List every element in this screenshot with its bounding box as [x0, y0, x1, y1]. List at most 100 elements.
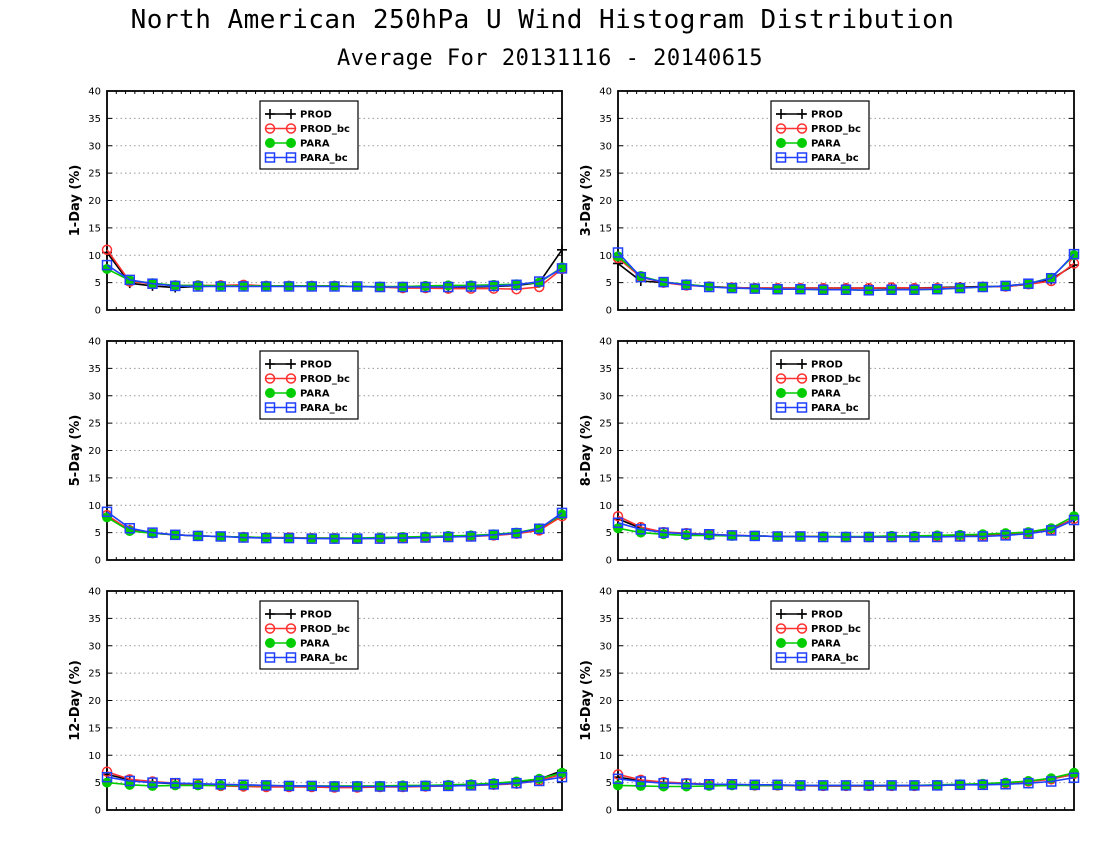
- data-point: [612, 773, 624, 785]
- plot-frame: [617, 590, 1075, 811]
- data-point: [612, 510, 624, 522]
- legend-marker: [264, 402, 276, 413]
- data-point: [863, 285, 875, 296]
- panel-5: 0 5 10 15 20 25 30 35 40 12-Day (%) PROD PROD_bc PAR…: [68, 587, 568, 817]
- y-tick-label: 20: [88, 696, 101, 707]
- y-tick-label: 20: [88, 446, 101, 457]
- series-line: [106, 776, 563, 788]
- y-tick-label: 10: [88, 751, 101, 762]
- data-point: [658, 777, 669, 789]
- data-point: [511, 527, 522, 539]
- y-tick-label: 0: [606, 806, 612, 817]
- y-tick-label: 15: [88, 223, 101, 234]
- plot-frame: [106, 590, 563, 811]
- data-point: [192, 281, 204, 292]
- legend-marker: [265, 109, 275, 119]
- data-point: [420, 532, 431, 543]
- panel-1: 0 5 10 15 20 25 30 35 40 1-Day (%) PROD PROD_bc PARA…: [68, 87, 568, 317]
- data-point: [817, 531, 829, 543]
- data-point: [102, 777, 112, 788]
- data-point: [1000, 530, 1011, 541]
- y-tick-label: 30: [599, 391, 612, 402]
- legend-label: PROD_bc: [811, 624, 861, 635]
- data-point: [840, 531, 852, 543]
- data-point: [238, 281, 249, 292]
- legend-marker: [797, 359, 807, 369]
- y-axis-label: 8-Day (%): [579, 415, 594, 487]
- data-point: [1045, 525, 1057, 536]
- legend-marker: [264, 623, 276, 634]
- legend-marker: [264, 152, 276, 163]
- data-point: [726, 779, 738, 790]
- legend-marker: [796, 652, 808, 663]
- data-point: [909, 284, 920, 295]
- data-point: [397, 281, 408, 293]
- y-tick-label: 25: [88, 169, 101, 180]
- y-tick-label: 0: [606, 556, 612, 567]
- data-point: [261, 532, 272, 544]
- data-point: [749, 283, 761, 294]
- legend-label: PARA: [300, 639, 330, 650]
- y-tick-label: 5: [95, 528, 101, 539]
- data-point: [147, 278, 158, 289]
- y-tick-label: 20: [599, 446, 612, 457]
- data-point: [1000, 280, 1011, 292]
- data-point: [124, 274, 135, 286]
- data-point: [147, 777, 158, 788]
- legend-marker: [796, 373, 808, 384]
- data-point: [420, 780, 431, 792]
- legend-label: PROD: [300, 610, 332, 621]
- y-tick-label: 35: [599, 114, 612, 125]
- legend-marker: [286, 609, 296, 619]
- panel-6: 0 5 10 15 20 25 30 35 40 16-Day (%) PROD PROD_bc PAR…: [579, 587, 1080, 817]
- y-tick-label: 25: [88, 419, 101, 430]
- data-point: [772, 779, 783, 791]
- data-point: [397, 532, 408, 544]
- y-tick-label: 25: [599, 419, 612, 430]
- y-tick-label: 5: [95, 778, 101, 789]
- data-point: [726, 530, 738, 541]
- data-point: [681, 778, 692, 789]
- legend: PROD PROD_bc PARA PARA_bc: [259, 100, 359, 170]
- legend-label: PARA: [300, 139, 330, 150]
- data-point: [772, 531, 783, 542]
- data-point: [635, 776, 647, 787]
- legend-marker: [286, 388, 296, 398]
- data-point: [863, 780, 875, 791]
- data-point: [534, 775, 545, 787]
- legend: PROD PROD_bc PARA PARA_bc: [259, 350, 359, 420]
- y-tick-label: 10: [599, 501, 612, 512]
- data-point: [1068, 772, 1080, 783]
- series-line: [617, 519, 1075, 538]
- series-PARA_bc: [101, 771, 568, 792]
- legend-marker: [285, 652, 297, 663]
- data-point: [1023, 528, 1034, 539]
- data-point: [681, 528, 692, 539]
- legend-marker: [775, 402, 787, 413]
- legend-label: PARA: [811, 389, 841, 400]
- legend-label: PROD: [300, 360, 332, 371]
- series-PARA_bc: [612, 514, 1080, 543]
- data-point: [101, 766, 113, 777]
- data-point: [863, 531, 875, 543]
- y-tick-label: 15: [599, 223, 612, 234]
- data-point: [635, 524, 647, 535]
- panel-4: 0 5 10 15 20 25 30 35 40 8-Day (%) PROD PROD_bc PARA…: [579, 337, 1080, 567]
- data-point: [352, 533, 363, 544]
- legend-marker: [285, 152, 297, 163]
- data-point: [886, 284, 897, 295]
- data-point: [749, 779, 761, 791]
- data-point: [124, 775, 135, 787]
- data-point: [556, 263, 568, 274]
- data-point: [511, 777, 522, 789]
- y-tick-label: 30: [88, 641, 101, 652]
- data-point: [170, 777, 181, 789]
- y-tick-label: 30: [88, 391, 101, 402]
- data-point: [124, 522, 135, 534]
- y-tick-label: 20: [599, 196, 612, 207]
- data-point: [658, 527, 669, 538]
- data-point: [283, 780, 295, 792]
- legend: PROD PROD_bc PARA PARA_bc: [770, 600, 870, 670]
- y-tick-label: 25: [599, 669, 612, 680]
- data-point: [954, 779, 966, 791]
